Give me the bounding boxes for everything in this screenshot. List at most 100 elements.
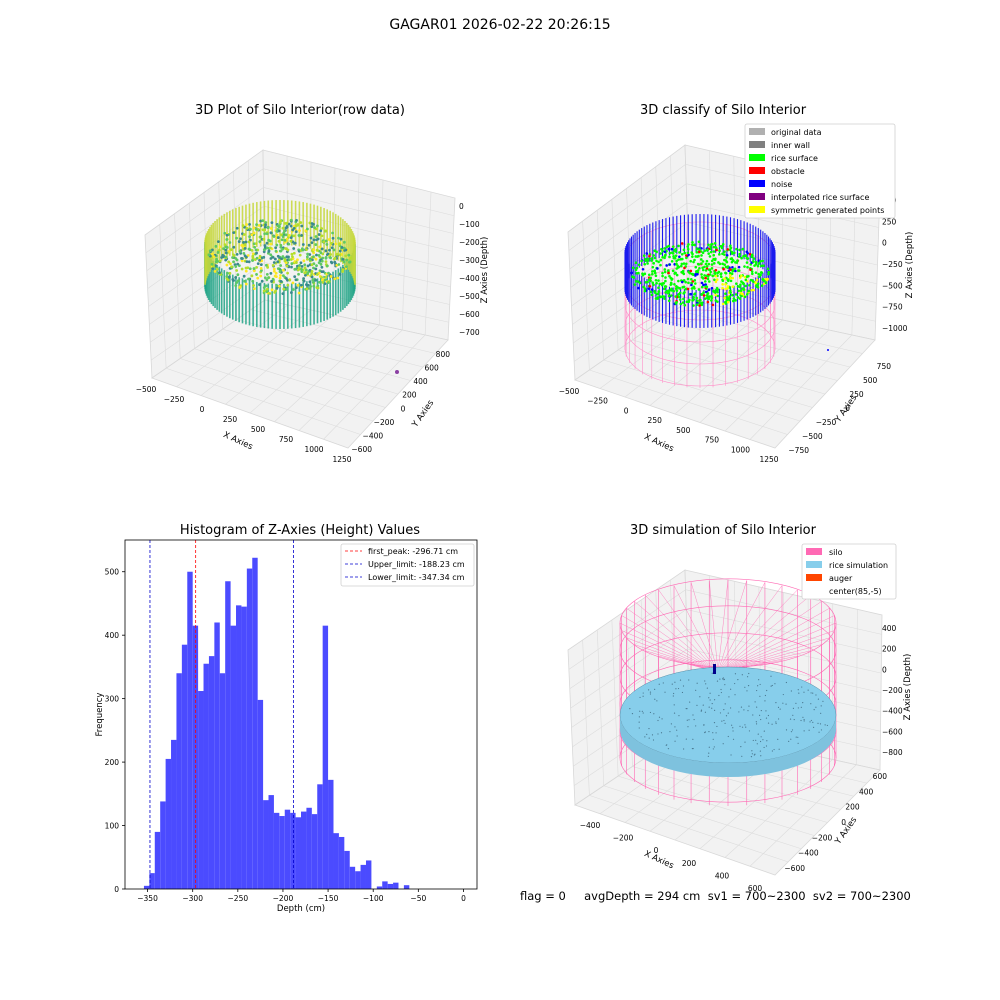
plot1-3d-scatter: −500 −250 0 250 500 750 1000 1250 X Axies −600 −40… [136, 149, 490, 464]
surface-point [216, 251, 220, 254]
surface-point [269, 257, 273, 260]
rice-mesh-point [752, 739, 754, 742]
rice-mesh-point [790, 690, 792, 692]
classified-point [705, 259, 709, 263]
rice-mesh-point [745, 726, 747, 728]
classified-point [700, 273, 703, 276]
silo-ring [624, 287, 776, 365]
rice-mesh-point [671, 683, 673, 685]
classified-point [714, 299, 718, 302]
plot4-silo-simulation [619, 578, 837, 806]
classified-point [734, 261, 737, 264]
surface-point [279, 249, 283, 253]
surface-point [290, 252, 294, 256]
classified-point [697, 250, 701, 254]
y-tick-label: 100 [105, 822, 120, 831]
surface-point [284, 277, 288, 280]
classified-point [647, 278, 651, 282]
rice-mesh-point [807, 689, 809, 691]
surface-point [218, 245, 222, 249]
classified-point [651, 272, 654, 276]
classified-point [700, 293, 703, 296]
rice-mesh-point [777, 706, 780, 708]
rice-mesh-point [693, 718, 695, 721]
surface-point [234, 284, 238, 287]
x-tick-label: 0 [461, 894, 466, 903]
surface-point [310, 225, 314, 229]
surface-point [292, 226, 296, 230]
classified-point [702, 291, 705, 294]
plot1-point-cloud [204, 200, 399, 374]
surface-point [300, 265, 304, 268]
classified-point [713, 242, 717, 245]
surface-point [304, 268, 308, 272]
rice-mesh-point [812, 726, 815, 729]
z-tick: 200 [882, 645, 897, 654]
classified-point [653, 249, 657, 253]
rice-mesh-point [797, 742, 799, 744]
classified-point [694, 273, 697, 276]
surface-point [279, 274, 282, 277]
rice-mesh-point [810, 703, 812, 705]
classified-point [709, 250, 713, 254]
z-tick: −800 [882, 748, 903, 757]
classified-point [700, 285, 704, 289]
classified-point [667, 271, 670, 275]
surface-point [280, 257, 283, 261]
classified-point [738, 285, 742, 289]
surface-point [236, 273, 240, 277]
classified-point [659, 263, 662, 267]
classified-point [760, 284, 764, 287]
classified-point [671, 269, 675, 273]
classified-point [723, 277, 726, 280]
silo-roof-wire [717, 582, 766, 673]
rice-mesh-point [759, 695, 761, 697]
classified-point [717, 270, 721, 274]
surface-point [252, 284, 256, 287]
surface-point [336, 276, 340, 280]
rice-mesh-point [818, 731, 820, 733]
surface-point [299, 283, 303, 287]
classified-point [646, 257, 650, 261]
rice-mesh-point [723, 719, 725, 722]
classified-point [738, 297, 742, 300]
surface-point [312, 284, 316, 288]
y-tick-label: 300 [105, 695, 120, 704]
rice-mesh-point [725, 715, 728, 717]
classified-point [736, 259, 739, 262]
histogram-bar [273, 812, 280, 889]
classified-point [664, 279, 667, 283]
surface-point [305, 248, 308, 252]
rice-mesh-point [721, 720, 723, 722]
surface-point [279, 243, 283, 247]
classified-point [755, 278, 759, 282]
surface-point [299, 221, 303, 224]
classified-point [661, 255, 664, 259]
classified-point [714, 274, 718, 278]
surface-point [254, 242, 258, 246]
surface-point [270, 288, 274, 292]
classified-point [708, 295, 711, 298]
rice-mesh-point [704, 680, 706, 682]
classified-point [686, 247, 690, 251]
hist-title: Histogram of Z-Axies (Height) Values [179, 523, 421, 538]
surface-point [262, 289, 266, 293]
surface-point [298, 263, 302, 267]
rice-mesh-point [791, 729, 794, 731]
surface-point [244, 269, 248, 273]
classified-point [653, 256, 657, 260]
surface-point [276, 267, 280, 271]
z-tick: −400 [882, 707, 903, 716]
rice-mesh-point [724, 703, 726, 705]
classified-point [709, 245, 712, 248]
outlier-point [395, 370, 399, 374]
surface-point [253, 245, 257, 249]
legend-label: Lower_limit: -347.34 cm [368, 573, 465, 582]
surface-point [269, 246, 272, 250]
classified-point [766, 267, 770, 271]
classified-point [695, 303, 699, 306]
rice-mesh-point [755, 721, 757, 723]
classified-point [726, 286, 729, 290]
surface-point [315, 253, 318, 257]
surface-point [240, 267, 244, 271]
